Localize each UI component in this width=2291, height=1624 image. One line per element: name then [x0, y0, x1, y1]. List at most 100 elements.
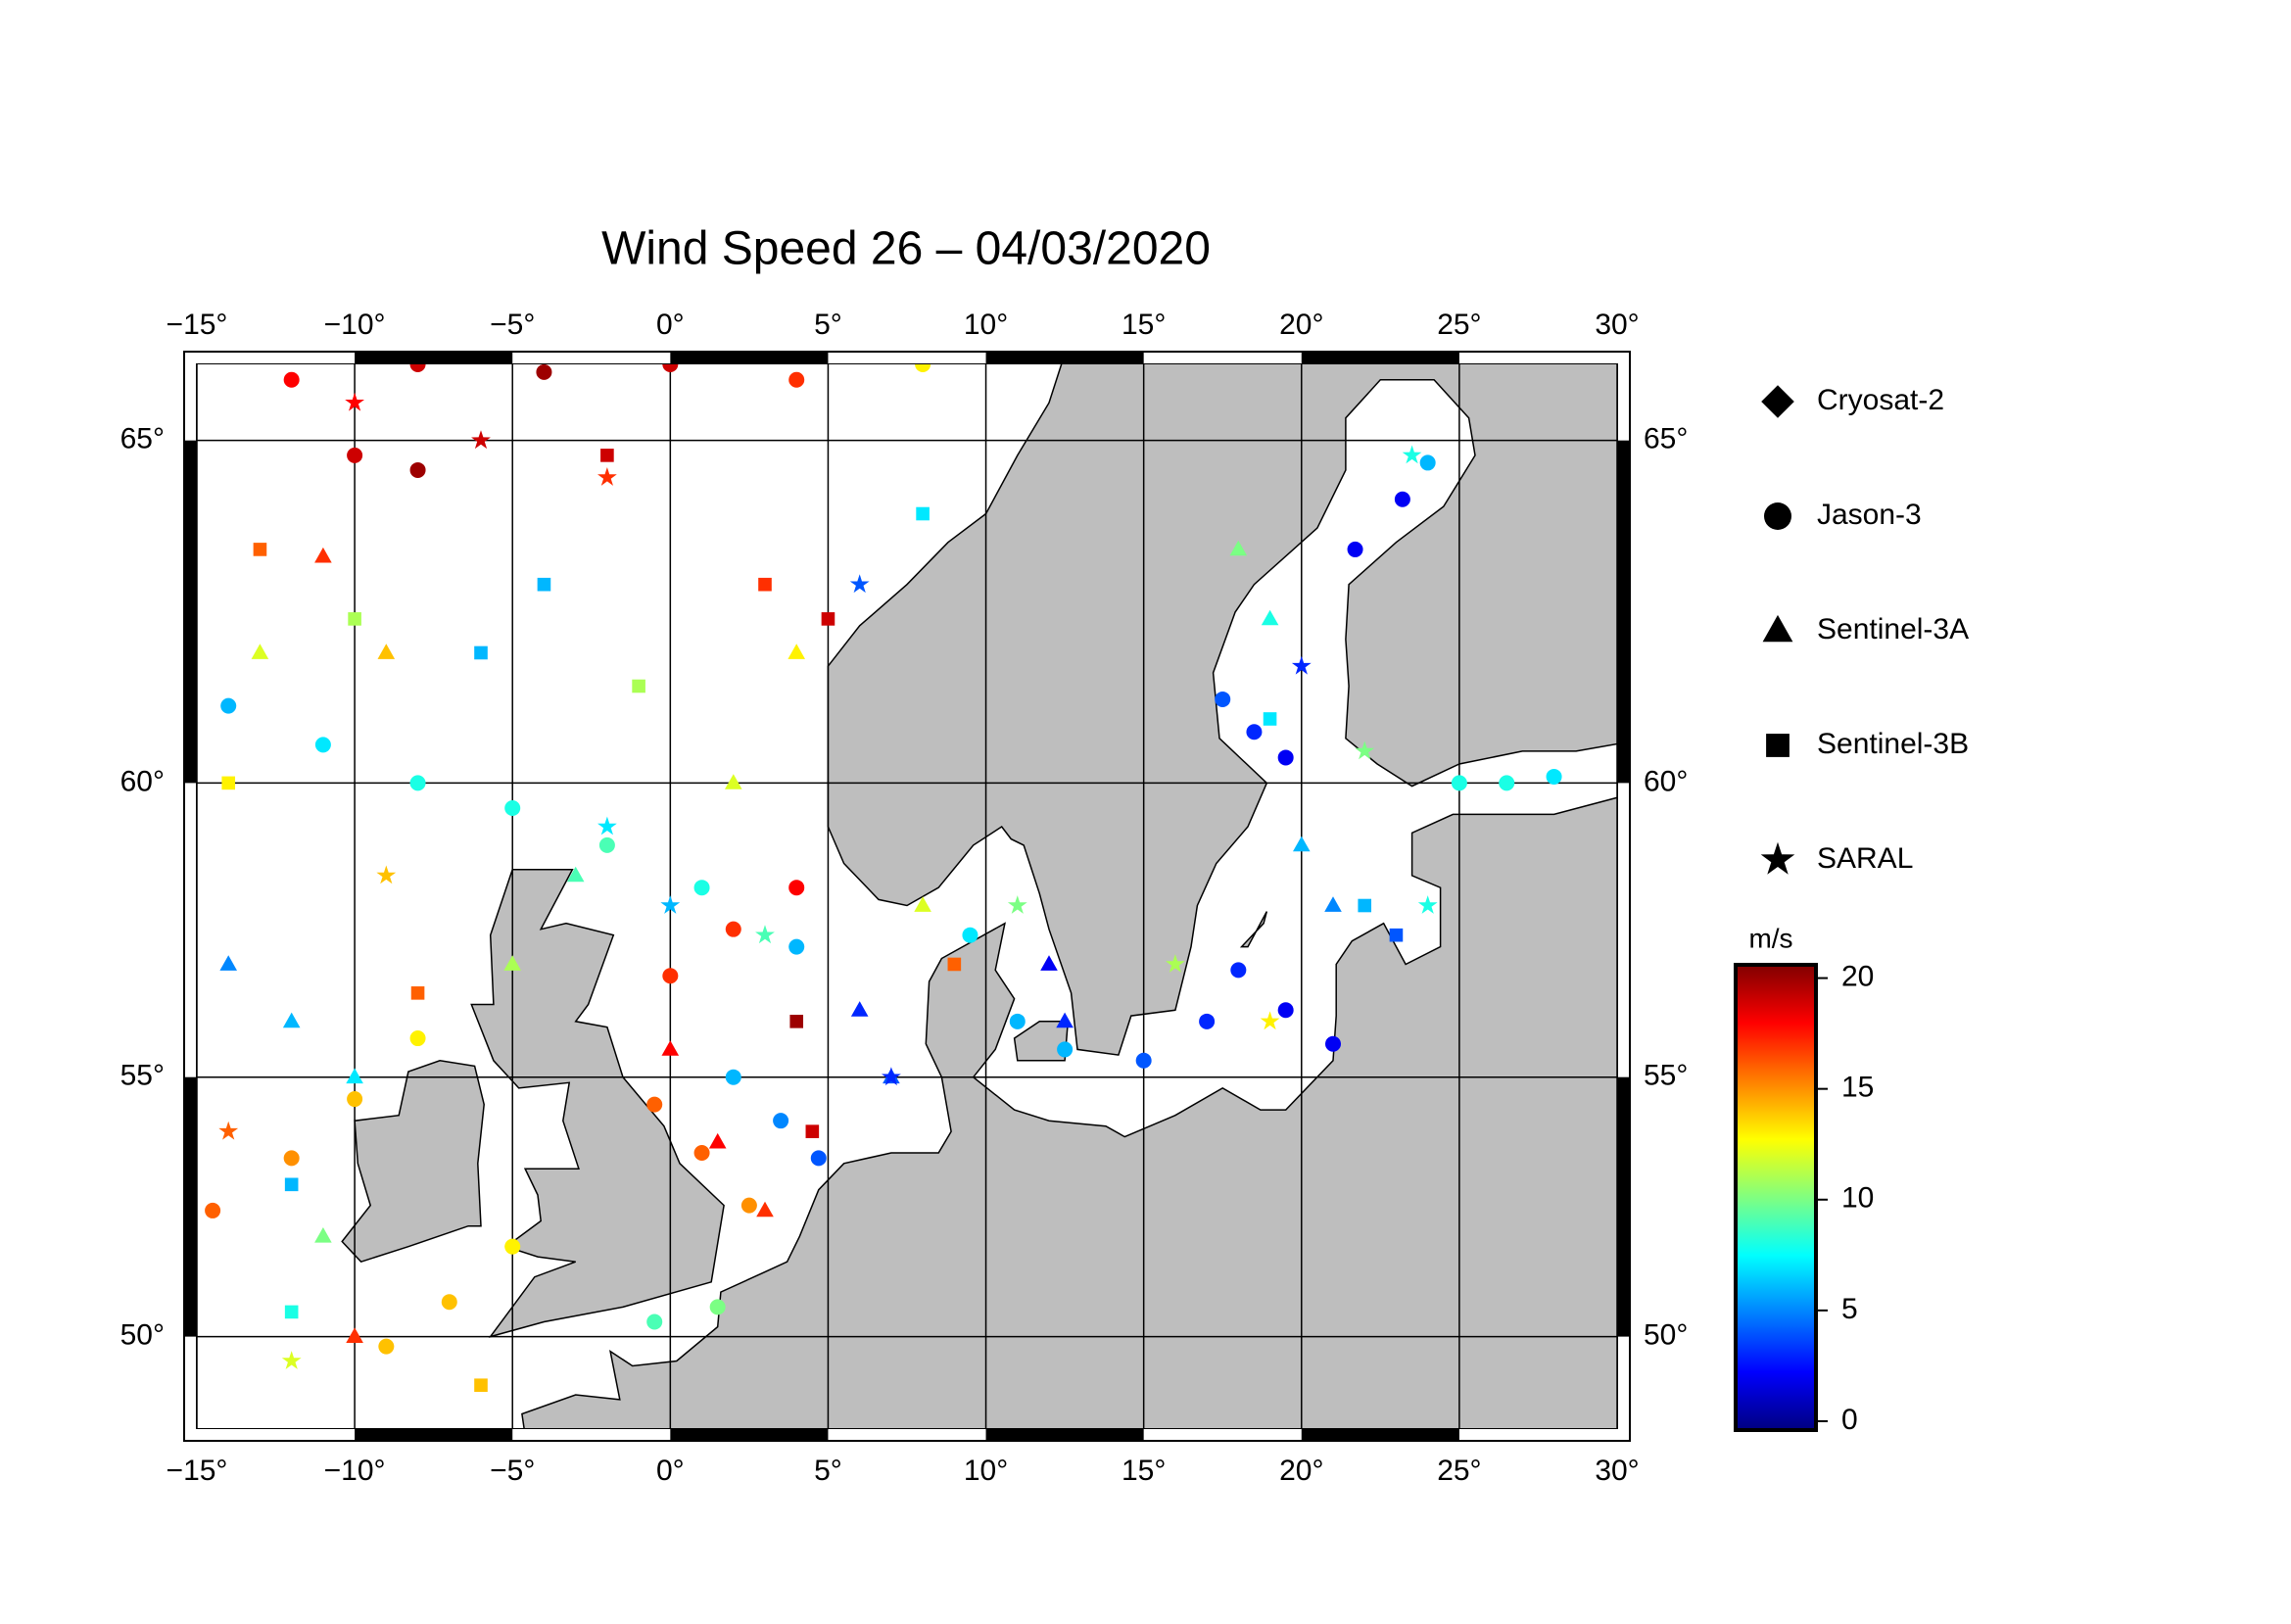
observation: [283, 371, 300, 388]
observation: [758, 577, 772, 592]
frame-segment: [670, 352, 829, 364]
x-tick-label: −10°: [324, 309, 386, 341]
y-tick-label: 55°: [120, 1060, 165, 1092]
observation: [646, 1096, 663, 1113]
observation: [1246, 724, 1263, 740]
x-tick-label: −5°: [490, 1455, 535, 1487]
frame-segment: [670, 1428, 829, 1441]
observation: [348, 612, 361, 626]
observation: [600, 449, 614, 462]
y-tick-label: 60°: [1644, 765, 1688, 797]
observation: [314, 1227, 332, 1243]
observation: [882, 1067, 901, 1086]
observation: [253, 543, 267, 556]
observation: [1007, 895, 1027, 914]
observation: [1261, 609, 1279, 626]
observation: [251, 644, 269, 659]
observation: [1347, 541, 1363, 557]
legend-marker: [1762, 614, 1793, 643]
observation: [810, 1150, 827, 1167]
observation: [1451, 775, 1467, 791]
observation: [504, 800, 521, 817]
observation: [646, 1314, 663, 1330]
observation: [788, 371, 805, 388]
observation: [503, 955, 521, 971]
observation: [1499, 775, 1515, 791]
observation: [345, 392, 364, 411]
frame-segment: [1617, 1076, 1630, 1337]
legend-label: Jason-3: [1817, 499, 1922, 531]
observation: [1056, 1012, 1074, 1028]
observation: [1135, 1052, 1152, 1069]
frame-segment: [985, 352, 1144, 364]
observation: [632, 679, 645, 693]
observation: [1040, 955, 1058, 971]
observation: [916, 506, 930, 521]
observation: [536, 364, 552, 380]
observation: [662, 364, 679, 372]
y-tick-label: 50°: [120, 1319, 165, 1352]
observation: [504, 1238, 521, 1255]
observation: [709, 1299, 726, 1315]
legend-marker: [1764, 502, 1791, 530]
colorbar-tick-label: 5: [1841, 1293, 1858, 1325]
observation: [725, 774, 742, 789]
observation: [1394, 491, 1410, 507]
observation: [788, 938, 805, 955]
legend-label: Sentinel-3B: [1817, 728, 1969, 760]
observation: [773, 1113, 789, 1129]
y-tick-label: 65°: [120, 423, 165, 455]
observation: [660, 895, 681, 914]
land-area: [827, 364, 1617, 1056]
legend-label: SARAL: [1817, 842, 1913, 875]
observation: [662, 968, 679, 984]
axes: −15° −15° −10° −10° −5° −5° 0° 0° 5° 5° 10° 10° 15° 1…: [120, 309, 1689, 1487]
observation: [474, 645, 488, 660]
y-tick-label: 60°: [120, 765, 165, 797]
observation: [725, 921, 741, 937]
observation: [1166, 954, 1185, 973]
x-tick-label: 0°: [656, 309, 685, 341]
observation: [708, 1132, 727, 1149]
observation: [314, 737, 331, 753]
x-tick-label: 15°: [1122, 1455, 1166, 1487]
observation: [566, 866, 585, 883]
observation: [598, 836, 615, 853]
observation: [281, 1351, 302, 1369]
colorbar-tick-label: 0: [1841, 1404, 1858, 1436]
land-area: [1013, 1021, 1070, 1062]
colorbar-label: m/s: [1748, 923, 1792, 953]
legend-marker: [1761, 385, 1794, 418]
observation: [1277, 749, 1294, 766]
observation: [347, 447, 363, 463]
frame-segment: [985, 1428, 1144, 1441]
observation: [1291, 655, 1312, 675]
observation: [597, 816, 617, 836]
land-area: [1239, 911, 1268, 948]
colorbar-tick-label: 20: [1841, 960, 1874, 992]
observation: [789, 1015, 804, 1028]
observation: [219, 955, 237, 971]
observation: [376, 865, 397, 884]
observation: [284, 1177, 299, 1192]
x-tick-label: 0°: [656, 1455, 685, 1487]
observation: [314, 547, 332, 563]
observation: [915, 364, 931, 372]
land: [341, 364, 1617, 1428]
observation: [661, 1040, 680, 1056]
observation: [410, 986, 425, 1000]
observation: [284, 1305, 299, 1319]
observation: [1389, 928, 1404, 942]
colorbar: m/s 0 5 10 15 20: [1734, 923, 1874, 1436]
frame-segment: [355, 1428, 513, 1441]
observations: [205, 364, 1562, 1393]
colorbar-scale: [1734, 963, 1818, 1432]
observation: [1215, 691, 1231, 707]
frame-segment: [1617, 440, 1630, 784]
y-tick-label: 55°: [1644, 1060, 1688, 1092]
observation: [1293, 836, 1311, 852]
observation: [850, 1001, 869, 1017]
x-tick-label: 15°: [1122, 309, 1166, 341]
x-tick-label: 25°: [1437, 1455, 1481, 1487]
observation: [914, 896, 931, 912]
